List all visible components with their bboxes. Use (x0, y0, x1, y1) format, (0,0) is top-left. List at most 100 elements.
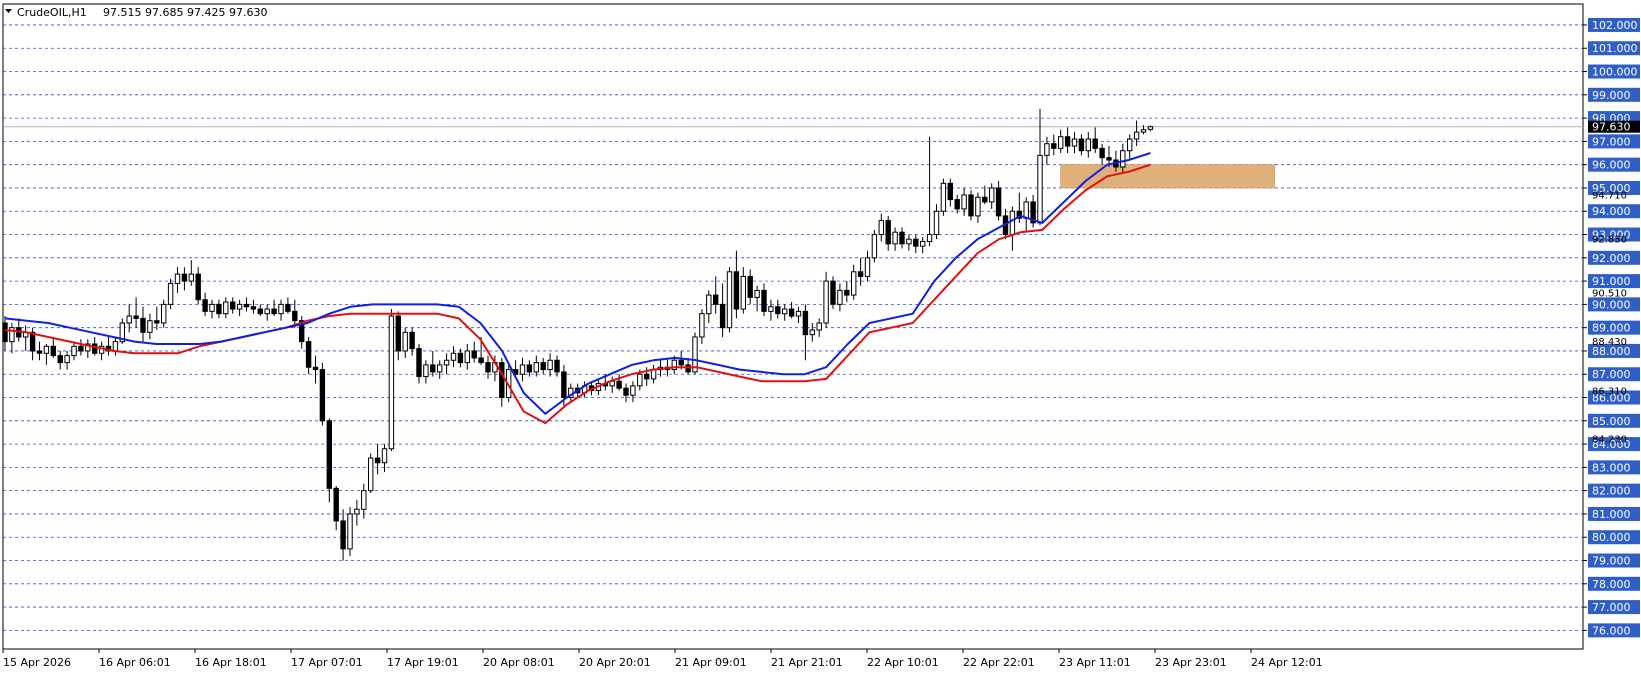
candle-body (223, 301, 229, 315)
price-tag (1588, 204, 1640, 219)
candle (36, 341, 43, 361)
price-tag (1588, 390, 1640, 405)
candle-body (64, 355, 70, 364)
candle-body (437, 364, 443, 373)
candle (788, 302, 795, 319)
candle (1044, 136, 1050, 165)
level-label: 90.510 (1592, 289, 1627, 300)
price-tick: 78.000 (1583, 576, 1640, 591)
time-tick-label: 22 Apr 22:01 (963, 656, 1035, 669)
candle-body (71, 345, 77, 357)
price-tag (1588, 157, 1640, 172)
candle (395, 311, 402, 361)
candle-body (733, 271, 740, 310)
candle-body (443, 359, 450, 366)
zone-layer (1060, 164, 1275, 189)
candle (733, 250, 740, 319)
price-tag (1588, 87, 1640, 102)
time-tick: 22 Apr 10:01 (866, 649, 939, 669)
candle (809, 323, 815, 342)
price-tag (1588, 17, 1640, 32)
candle (409, 327, 415, 356)
candle-body (871, 234, 878, 259)
candle-body (1133, 131, 1140, 140)
time-tick-label: 22 Apr 10:01 (867, 656, 939, 669)
triangle-down-icon[interactable] (5, 9, 12, 13)
candle (761, 283, 767, 317)
candle-body (299, 320, 305, 343)
price-tick: 102.000 (1583, 17, 1640, 32)
candle (161, 299, 167, 328)
candle (802, 304, 809, 361)
candle-body (409, 331, 415, 350)
candle-body (326, 420, 333, 489)
candle-body (1099, 147, 1105, 159)
candle-body (975, 196, 981, 217)
candle (899, 227, 905, 249)
candle-body (754, 289, 760, 298)
candle (926, 136, 933, 247)
price-tick-label: 102.000 (1592, 19, 1638, 32)
candle-body (713, 294, 719, 305)
candle-body (78, 345, 84, 352)
price-axis: 102.000101.000100.00099.00098.00097.0009… (1583, 17, 1640, 638)
candle-body (630, 385, 636, 396)
candle (78, 339, 84, 356)
candle-body (312, 366, 319, 371)
time-tick: 16 Apr 06:01 (98, 649, 171, 669)
candle (1120, 143, 1126, 174)
candle-body (381, 448, 388, 464)
candle-body (1120, 150, 1126, 168)
plot-area (2, 3, 1584, 650)
price-zone (1060, 164, 1275, 189)
candle-body (340, 520, 346, 550)
candle-body (719, 303, 726, 329)
candle (402, 327, 408, 358)
candle-body (243, 303, 250, 308)
candle (713, 276, 719, 314)
candle-body (989, 187, 995, 203)
time-tick-label: 23 Apr 23:01 (1155, 656, 1227, 669)
candle (706, 290, 712, 324)
candle (616, 374, 622, 391)
candle (1140, 125, 1147, 135)
ma-fast-line (4, 152, 1151, 415)
candle-body (561, 371, 567, 399)
candle (968, 190, 974, 221)
price-tick: 83.000 (1583, 460, 1640, 475)
ohlc-label: 97.515 97.685 97.425 97.630 (103, 6, 267, 19)
price-tag (1588, 437, 1640, 452)
candle-body (878, 220, 884, 236)
candle-body (1078, 138, 1085, 152)
candle (236, 299, 243, 317)
candle-body (1009, 210, 1016, 236)
time-tick: 20 Apr 08:01 (482, 649, 555, 669)
candle-body (982, 196, 988, 203)
candle (1147, 125, 1154, 132)
time-tick: 23 Apr 23:01 (1154, 649, 1227, 669)
candle-body (174, 273, 181, 284)
ma-slow-line (4, 163, 1151, 425)
price-tick-label: 81.000 (1592, 508, 1631, 521)
candle (768, 299, 774, 321)
candle (381, 444, 388, 473)
candle-body (788, 308, 795, 317)
candle (1058, 129, 1064, 154)
candle-body (257, 308, 264, 315)
level-label: 86.310 (1592, 386, 1627, 397)
candle (519, 357, 526, 382)
price-tick-label: 92.000 (1592, 252, 1631, 265)
grid-lines (3, 24, 1583, 631)
price-tag (1588, 483, 1640, 498)
candle-body (540, 362, 546, 371)
candle-body (864, 257, 871, 277)
candle-body (216, 303, 222, 315)
candle-body (92, 343, 98, 354)
price-tag (1588, 134, 1640, 149)
candle (1099, 143, 1105, 165)
candle (1064, 127, 1071, 154)
time-tick-label: 20 Apr 08:01 (483, 656, 555, 669)
candle (1071, 132, 1078, 154)
candle-body (1092, 138, 1098, 149)
